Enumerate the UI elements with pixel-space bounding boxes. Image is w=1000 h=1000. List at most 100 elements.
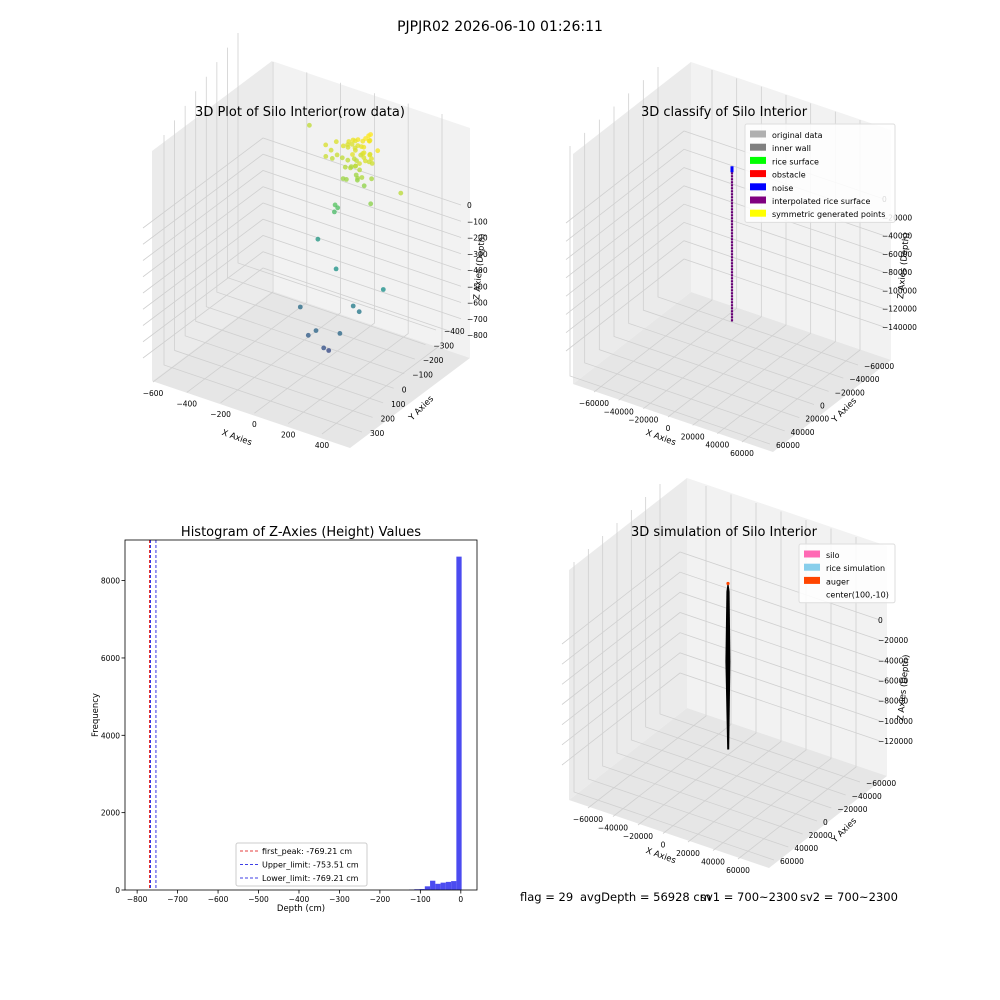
histogram-bar (451, 881, 457, 890)
scatter-point (366, 159, 372, 165)
z-tick-label: −60000 (878, 677, 908, 686)
subplot-title: 3D Plot of Silo Interior(row data) (195, 105, 405, 120)
subplot-title: 3D classify of Silo Interior (641, 105, 808, 120)
legend-frame (744, 123, 896, 223)
x-gridline (612, 494, 732, 817)
x-tick-label: 0 (661, 841, 666, 850)
z-tick-label: −140000 (882, 323, 917, 332)
y-tick-label: 2000 (101, 809, 120, 818)
z-tick-label: −500 (467, 282, 488, 291)
x-gridline (152, 62, 274, 383)
legend-swatch (804, 550, 820, 558)
legend-swatch (750, 196, 766, 204)
y-tick-label: 20000 (805, 415, 829, 424)
z-tick-label: −100000 (878, 717, 913, 726)
z-tick-label: −400 (467, 266, 488, 275)
x-tick-label: −60000 (579, 399, 609, 408)
y-tick-label: −200 (423, 356, 444, 365)
x-gridline (321, 114, 443, 435)
y-gridline (630, 510, 832, 809)
x-tick-label: 60000 (726, 866, 750, 875)
z-tick-label: −60000 (882, 250, 912, 259)
floor-pane (573, 292, 891, 452)
scatter-point (352, 145, 358, 151)
subplot-title: 3D simulation of Silo Interior (631, 525, 818, 540)
z-gridline (142, 235, 462, 326)
x-axis-label: X Axies (220, 428, 253, 448)
z-tick-label: −80000 (882, 268, 912, 277)
y-tick-label: −100 (412, 371, 433, 380)
scatter-point (297, 304, 303, 310)
y-tick-label: 40000 (791, 428, 815, 437)
scatter-point (342, 164, 348, 170)
legend-frame (798, 543, 896, 604)
z-gridline (561, 591, 881, 685)
x-tick-label: −200 (210, 410, 231, 419)
y-gridline (195, 91, 394, 389)
legend-label: rice simulation (826, 564, 885, 573)
z-gridline (565, 203, 885, 297)
scatter-point (351, 156, 357, 162)
subplot-title: Histogram of Z-Axies (Height) Values (181, 525, 421, 540)
x-tick-label: −600 (143, 389, 164, 398)
scatter-point (340, 143, 346, 149)
scatter-point (352, 138, 358, 144)
x-tick-label: 0 (458, 895, 463, 904)
scatter-point (359, 144, 364, 150)
scatter-point (323, 142, 329, 148)
silo-simulation-surface (725, 584, 731, 750)
scatter-point (349, 141, 355, 147)
simulation-3d-axes: −60000−40000−200000200004000060000600004… (561, 478, 913, 875)
legend-label: symmetric generated points (772, 210, 885, 219)
x-gridline (254, 93, 375, 414)
z-gridline (142, 251, 462, 343)
noise-points (730, 166, 734, 173)
scatter-point (315, 236, 321, 242)
y-tick-label: 0 (115, 886, 120, 895)
x-tick-label: −700 (167, 895, 188, 904)
legend-swatch (750, 209, 766, 217)
scatter-point (369, 176, 374, 182)
legend-swatch (750, 130, 766, 138)
histogram-axes: Histogram of Z-Axies (Height) Values −800… (91, 525, 478, 914)
legend-swatch (750, 143, 766, 151)
x-tick-label: −40000 (598, 824, 628, 833)
scatter-point (340, 176, 346, 182)
scatter-point (313, 328, 319, 333)
status-line: flag = 29 avgDepth = 56928 cm sv1 = 700~… (520, 890, 898, 904)
avg-depth-text: avgDepth = 56928 cm (580, 890, 711, 904)
y-axis-label: Frequency (91, 693, 101, 737)
scatter-point (368, 132, 373, 137)
x-axis-label: Depth (cm) (277, 904, 325, 914)
z-gridline (142, 153, 462, 245)
classify-3d-axes: −60000−40000−200000200004000060000600004… (565, 62, 917, 458)
scatter-point (380, 287, 386, 292)
z-gridline (142, 202, 462, 294)
scatter-point (328, 147, 334, 153)
y-gridline (659, 484, 861, 783)
y-gridline (628, 93, 829, 392)
scatter-point (358, 152, 364, 158)
y-gridline (174, 120, 373, 418)
z-tick-label: −700 (467, 315, 488, 324)
scatter-point (326, 348, 332, 353)
y-gridline (163, 135, 363, 433)
x-tick-label: −500 (248, 895, 269, 904)
x-gridline (662, 511, 782, 834)
scatter-point (333, 266, 339, 272)
scatter-point (305, 332, 311, 338)
x-tick-label: −200 (370, 895, 391, 904)
y-tick-label: 0 (402, 385, 407, 394)
y-gridline (569, 146, 771, 445)
x-tick-label: 40000 (701, 858, 725, 867)
histogram-bar (456, 556, 462, 890)
x-gridline (637, 503, 757, 826)
legend-label: center(100,-10) (826, 591, 889, 600)
histogram-bar (440, 882, 446, 890)
y-axis-label: Y Axies (829, 816, 859, 846)
y-tick-label: 100 (391, 400, 406, 409)
z-tick-label: −40000 (878, 656, 908, 665)
y-gridline (216, 62, 415, 360)
scatter-point (333, 139, 339, 145)
y-gridline (598, 119, 800, 419)
